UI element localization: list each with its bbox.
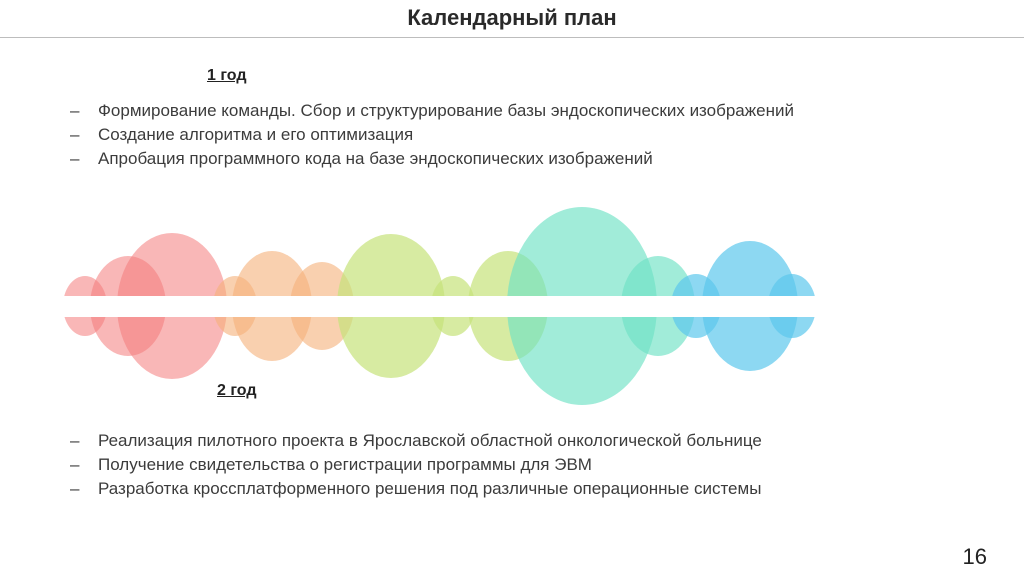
list-item: – Получение свидетельства о регистрации … [70, 453, 870, 477]
dash-marker: – [70, 431, 80, 450]
dash-marker: – [70, 125, 80, 144]
list-item: – Создание алгоритма и его оптимизация [70, 123, 870, 147]
year2-task-list: – Реализация пилотного проекта в Ярослав… [70, 429, 870, 501]
list-item: – Формирование команды. Сбор и структури… [70, 99, 870, 123]
list-item-text: Формирование команды. Сбор и структуриро… [98, 101, 794, 120]
dash-marker: – [70, 455, 80, 474]
list-item: – Реализация пилотного проекта в Ярослав… [70, 429, 870, 453]
list-item-text: Разработка кроссплатформенного решения п… [98, 479, 762, 498]
page-number: 16 [962, 544, 987, 569]
list-item-text: Получение свидетельства о регистрации пр… [98, 455, 592, 474]
title-divider [0, 37, 1024, 38]
list-item-text: Создание алгоритма и его оптимизация [98, 125, 414, 144]
dash-marker: – [70, 149, 80, 168]
list-item: – Разработка кроссплатформенного решения… [70, 477, 870, 501]
year1-heading: 1 год [207, 67, 247, 84]
year1-task-list: – Формирование команды. Сбор и структури… [70, 99, 870, 171]
white-band [60, 296, 817, 317]
list-item-text: Реализация пилотного проекта в Ярославск… [98, 431, 762, 450]
list-item: – Апробация программного кода на базе эн… [70, 147, 870, 171]
timeline-bubbles-decoration [60, 207, 817, 405]
year2-heading: 2 год [217, 382, 257, 399]
list-item-text: Апробация программного кода на базе эндо… [98, 149, 653, 168]
dash-marker: – [70, 101, 80, 120]
slide-title: Календарный план [407, 5, 617, 30]
dash-marker: – [70, 479, 80, 498]
